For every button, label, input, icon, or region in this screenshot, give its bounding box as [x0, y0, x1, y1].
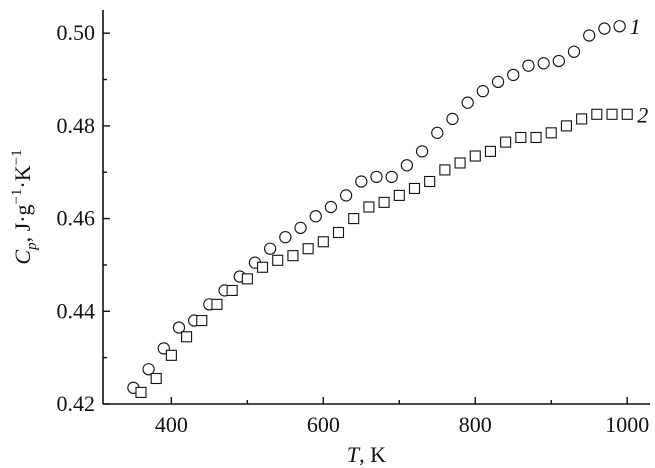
data-point-circle — [370, 170, 383, 184]
data-point-square — [439, 164, 451, 176]
labels: 12T, KCp, J·g−1·K−1 — [9, 14, 648, 467]
series-1 — [127, 20, 626, 394]
y-axis-variable: C — [10, 250, 35, 265]
data-point-square — [393, 189, 405, 201]
data-point-square — [378, 196, 390, 208]
markers — [127, 20, 633, 398]
data-point-square — [621, 108, 633, 120]
data-point-square — [606, 108, 618, 120]
data-point-square — [150, 372, 162, 385]
data-point-square — [226, 284, 238, 296]
data-point-square — [211, 298, 223, 310]
data-point-square — [317, 236, 329, 248]
data-point-square — [196, 315, 208, 327]
data-point-square — [545, 127, 557, 139]
data-point-square — [500, 136, 512, 148]
data-point-circle — [461, 96, 474, 109]
data-point-square — [256, 261, 269, 273]
data-point-circle — [552, 54, 565, 68]
series-2 — [135, 108, 633, 398]
data-point-circle — [294, 221, 307, 235]
x-axis-label: T, K — [347, 442, 386, 467]
y-axis-superscript-1: −1 — [9, 189, 25, 205]
data-point-circle — [431, 126, 444, 139]
data-point-square — [515, 131, 527, 144]
data-point-circle — [142, 363, 155, 376]
data-point-square — [408, 182, 421, 195]
y-tick-label: 0.48 — [57, 113, 96, 138]
y-axis-unit: , J·g — [10, 205, 35, 243]
x-tick-label: 600 — [307, 412, 340, 437]
data-point-circle — [279, 230, 292, 244]
data-point-circle — [309, 210, 322, 223]
data-point-square — [363, 201, 375, 213]
data-point-circle — [446, 112, 459, 126]
data-point-circle — [491, 75, 505, 88]
data-point-square — [287, 250, 299, 262]
data-point-square — [484, 145, 497, 157]
data-point-circle — [507, 68, 520, 82]
x-axis-variable: T — [347, 442, 361, 467]
y-tick-label: 0.50 — [57, 20, 96, 45]
data-point-square — [454, 157, 466, 169]
y-tick-label: 0.44 — [57, 298, 96, 323]
data-point-square — [530, 131, 542, 144]
data-point-circle — [385, 170, 398, 184]
data-point-circle — [598, 22, 611, 35]
y-axis-subscript: p — [24, 242, 40, 251]
axes — [102, 10, 650, 405]
x-tick-label: 1000 — [605, 412, 649, 437]
data-point-square — [302, 243, 314, 255]
data-point-square — [469, 150, 481, 162]
x-axis-unit: , K — [359, 442, 386, 467]
data-point-circle — [355, 175, 368, 188]
x-tick-label: 400 — [155, 412, 188, 437]
data-point-square — [576, 113, 588, 125]
data-point-square — [560, 120, 572, 132]
x-tick-label: 800 — [459, 412, 492, 437]
data-point-square — [332, 226, 345, 239]
y-axis-superscript-2: −1 — [9, 149, 25, 165]
data-point-circle — [415, 145, 429, 158]
data-point-circle — [263, 242, 277, 255]
data-point-circle — [324, 200, 338, 214]
data-point-square — [424, 175, 436, 188]
series-label-1: 1 — [630, 14, 641, 39]
data-point-square — [272, 254, 284, 266]
data-point-circle — [339, 189, 353, 202]
series-label-2: 2 — [637, 102, 648, 127]
y-axis-label: Cp, J·g−1·K−1 — [9, 149, 40, 264]
data-point-circle — [537, 57, 550, 70]
data-point-square — [348, 213, 360, 225]
data-point-square — [135, 386, 147, 398]
data-point-circle — [172, 321, 186, 334]
data-point-circle — [522, 59, 535, 72]
data-point-square — [165, 349, 177, 361]
y-tick-label: 0.46 — [57, 206, 96, 231]
ticks: 400 600 800 1000 0.42 0.44 0.46 0.48 0.50 — [57, 20, 650, 437]
data-point-circle — [400, 159, 414, 172]
data-point-circle — [567, 45, 581, 58]
y-axis-unit-mid: ·K — [10, 165, 35, 188]
y-tick-label: 0.42 — [57, 391, 96, 416]
data-point-square — [591, 108, 603, 120]
data-point-circle — [583, 29, 596, 42]
data-point-circle — [476, 84, 490, 98]
data-point-square — [181, 331, 193, 343]
data-point-circle — [613, 20, 626, 33]
data-point-square — [241, 273, 253, 285]
